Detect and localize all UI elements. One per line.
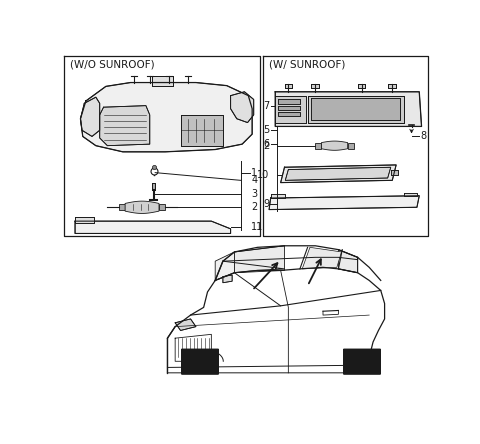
Text: (W/O SUNROOF): (W/O SUNROOF) (70, 59, 154, 69)
Polygon shape (285, 167, 391, 180)
Polygon shape (230, 92, 254, 123)
Text: 3: 3 (252, 189, 257, 199)
Polygon shape (302, 247, 341, 269)
Polygon shape (159, 204, 165, 210)
Text: 8: 8 (421, 131, 427, 142)
Polygon shape (338, 250, 358, 273)
Polygon shape (285, 84, 292, 88)
Polygon shape (278, 99, 300, 104)
Text: 9: 9 (263, 199, 269, 209)
Polygon shape (312, 84, 319, 88)
Polygon shape (271, 194, 285, 198)
Text: 2: 2 (252, 202, 258, 212)
Polygon shape (315, 143, 322, 149)
Polygon shape (308, 95, 404, 123)
Polygon shape (125, 201, 159, 214)
Text: 1: 1 (252, 168, 257, 178)
Polygon shape (312, 98, 400, 120)
Text: (W/ SUNROOF): (W/ SUNROOF) (269, 59, 346, 69)
Polygon shape (404, 194, 417, 197)
Polygon shape (152, 182, 155, 190)
Text: 2: 2 (263, 141, 269, 151)
Polygon shape (175, 319, 196, 330)
Polygon shape (81, 83, 252, 152)
Polygon shape (215, 252, 234, 281)
Polygon shape (358, 84, 365, 88)
Text: 6: 6 (263, 139, 269, 149)
Polygon shape (322, 141, 348, 151)
Polygon shape (180, 115, 223, 146)
Polygon shape (281, 165, 396, 182)
Polygon shape (269, 196, 419, 210)
Polygon shape (278, 112, 300, 116)
Text: 11: 11 (252, 222, 264, 231)
Text: 7: 7 (263, 101, 269, 111)
Polygon shape (391, 170, 398, 175)
Polygon shape (100, 106, 150, 146)
Polygon shape (234, 246, 285, 273)
Text: 10: 10 (257, 170, 269, 180)
Polygon shape (388, 84, 396, 88)
Polygon shape (81, 97, 100, 136)
Polygon shape (119, 204, 125, 210)
Polygon shape (223, 275, 232, 283)
Polygon shape (275, 92, 421, 127)
Polygon shape (75, 217, 94, 223)
Polygon shape (75, 221, 230, 234)
Polygon shape (152, 76, 173, 86)
Polygon shape (278, 106, 300, 110)
Polygon shape (275, 95, 306, 123)
Text: 5: 5 (263, 125, 269, 135)
Polygon shape (348, 143, 354, 149)
Text: 4: 4 (252, 175, 257, 185)
